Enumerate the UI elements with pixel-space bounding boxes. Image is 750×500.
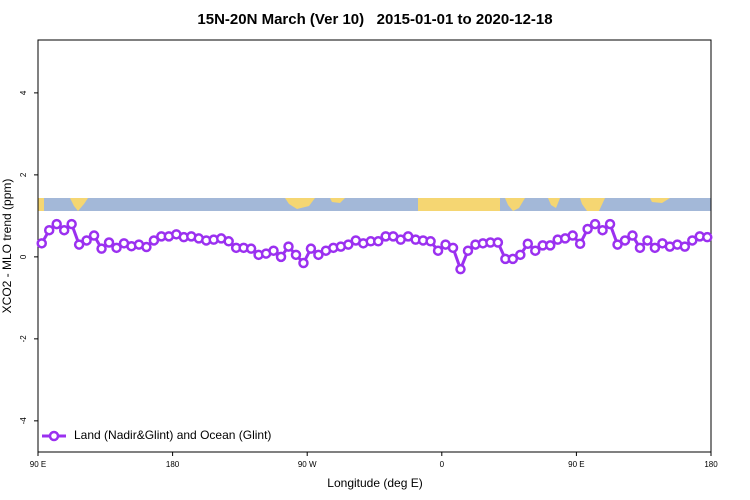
data-point [642,235,653,246]
data-point [372,236,384,247]
data-point [634,242,646,254]
data-point [604,218,616,230]
data-point [455,263,466,275]
data-point [649,242,661,254]
x-tick-label: 0 [440,460,445,469]
y-tick-label: -2 [19,335,28,343]
data-point [96,243,107,254]
data-point [492,237,504,248]
data-point [619,235,631,246]
data-point [574,238,586,249]
data-point [223,236,234,247]
data-point [36,238,47,249]
data-point [66,218,77,230]
data-point [447,242,459,254]
x-tick-label: 180 [166,460,180,469]
data-point [313,249,324,261]
legend: Land (Nadir&Glint) and Ocean (Glint) [42,428,271,442]
data-point [522,238,534,249]
chart-title: 15N-20N March (Ver 10) 2015-01-01 to 202… [197,11,552,28]
data-point [283,241,294,252]
data-point [567,230,578,241]
data-point [245,243,257,254]
data-point [88,230,100,241]
data-point [343,239,354,250]
data-point [679,241,691,252]
data-point [73,239,85,250]
data-point [530,245,541,256]
data-point [425,236,436,247]
data-point [268,245,279,256]
y-tick-label: 0 [19,254,28,259]
data-point [544,240,556,251]
data-point [298,257,309,269]
legend-marker [48,430,60,442]
data-point [111,242,122,254]
data-point [58,224,70,236]
data-point [582,223,593,235]
data-point [627,230,638,241]
data-point [103,237,115,248]
data-point [51,218,62,230]
data-point [432,245,444,256]
data-point [597,224,608,236]
data-point [612,239,623,250]
data-point [275,251,287,263]
y-tick-label: -4 [19,417,28,425]
y-tick-label: 4 [19,90,28,95]
data-point [462,245,474,256]
x-tick-label: 90 E [568,460,584,469]
data-point [515,249,526,261]
y-axis-label: XCO2 - MLO trend (ppm) [0,179,14,314]
data-point [148,235,160,246]
data-point [589,218,601,230]
legend-label: Land (Nadir&Glint) and Ocean (Glint) [74,428,271,442]
data-point [507,253,519,265]
data-point [43,224,55,236]
data-point [290,249,302,261]
data-point [687,235,698,246]
x-tick-label: 180 [704,460,718,469]
x-tick-label: 90 E [30,460,46,469]
data-point [141,241,152,253]
data-point [81,235,92,246]
x-axis-label: Longitude (deg E) [327,476,422,490]
data-point [702,231,713,243]
y-tick-label: 2 [19,172,28,177]
x-tick-label: 90 W [298,460,317,469]
data-point [305,243,317,254]
map-strip [38,198,711,211]
